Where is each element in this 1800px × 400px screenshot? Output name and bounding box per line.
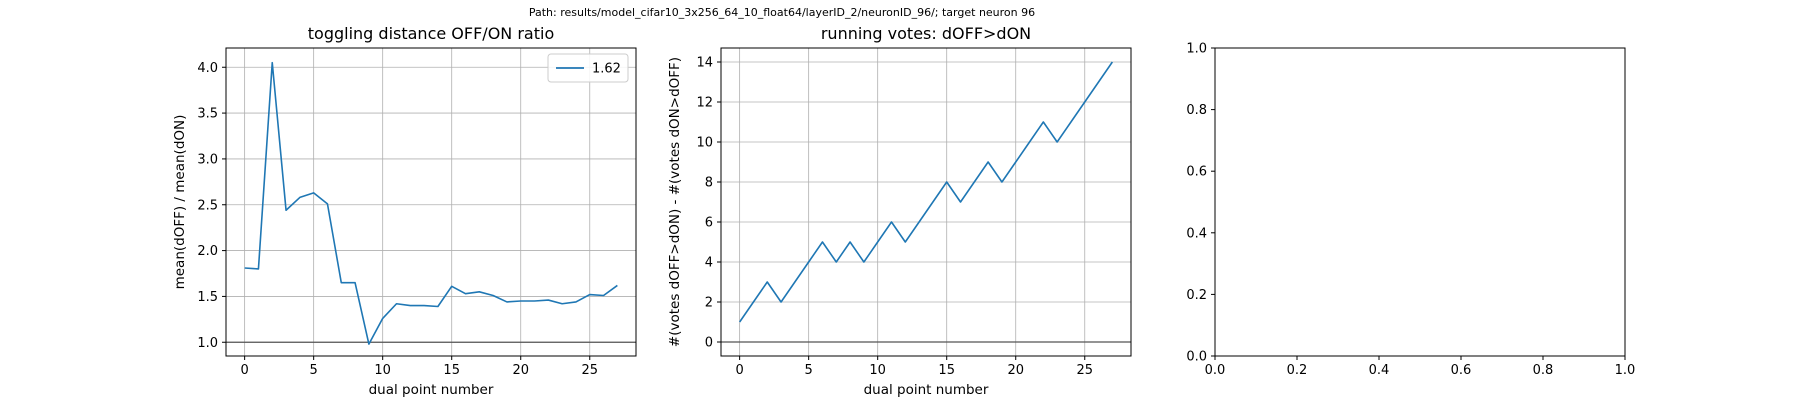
y-tick-label: 0.8 [1186,103,1207,118]
x-tick-label: 0 [735,363,743,378]
y-axis-label: #(votes dOFF>dON) - #(votes dON>dOFF) [667,57,683,347]
y-tick-label: 12 [696,96,713,111]
series-line-1 [244,61,618,345]
y-tick-label: 14 [696,56,713,71]
x-axis-label: dual point number [369,382,494,398]
x-axis-label: dual point number [864,382,989,398]
x-tick-label: 0 [240,363,248,378]
x-tick-label: 15 [938,363,955,378]
x-tick-label: 0.6 [1451,363,1472,378]
axes-frame [720,47,1132,357]
legend: 1.62 [547,53,629,83]
chart-1: 0 5 10 15 20 25 1.0 1.5 2.0 2.5 3.0 3.5 4.0 toggling … [172,24,637,398]
y-tick-label: 8 [705,176,713,191]
x-tick-label: 25 [1076,363,1093,378]
y-tick-label: 4 [705,256,713,271]
x-tick-label: 0.8 [1533,363,1554,378]
axes-frame [1214,47,1626,357]
y-tick-label: 2.0 [197,244,218,259]
x-tick-label: 10 [869,363,886,378]
chart-2: 0 5 10 15 20 25 0 2 4 6 8 10 12 14 running votes: dOFF… [667,24,1132,398]
y-tick-label: 3.5 [197,107,218,122]
x-tick-label: 25 [581,363,598,378]
x-tick-label: 15 [443,363,460,378]
legend-box [547,53,629,83]
chart-title: running votes: dOFF>dON [821,24,1031,43]
series-line-1 [738,61,1114,323]
y-tick-label: 1.5 [197,290,218,305]
x-tick-label: 5 [310,363,318,378]
y-tick-label: 4.0 [197,61,218,76]
x-tick-label: 20 [1007,363,1024,378]
chart-title: toggling distance OFF/ON ratio [308,24,554,43]
x-tick-label: 1.0 [1615,363,1636,378]
y-tick-label: 3.0 [197,152,218,167]
y-tick-label: 6 [705,216,713,231]
y-tick-label: 0 [705,336,713,351]
x-tick-label: 0.4 [1369,363,1390,378]
y-axis-label: mean(dOFF) / mean(dON) [172,115,188,290]
chart-3: 0.0 0.2 0.4 0.6 0.8 1.0 0.0 0.2 0.4 0.6 0.8 1.0 [1186,42,1635,379]
y-tick-label: 0.6 [1186,165,1207,180]
y-tick-label: 0.4 [1186,226,1207,241]
y-tick-label: 2 [705,296,713,311]
x-tick-label: 20 [512,363,529,378]
axes-frame [225,47,637,357]
y-tick-label: 10 [696,136,713,151]
legend-label: 1.62 [592,62,621,77]
figure-suptitle: Path: results/model_cifar10_3x256_64_10_… [528,6,1036,19]
x-tick-label: 5 [805,363,813,378]
y-tick-label: 1.0 [1186,42,1207,57]
x-tick-label: 0.0 [1205,363,1226,378]
x-tick-label: 0.2 [1287,363,1308,378]
y-tick-label: 1.0 [197,336,218,351]
y-tick-label: 2.5 [197,198,218,213]
y-tick-label: 0.2 [1186,288,1207,303]
x-tick-label: 10 [374,363,391,378]
y-tick-label: 0.0 [1186,350,1207,365]
